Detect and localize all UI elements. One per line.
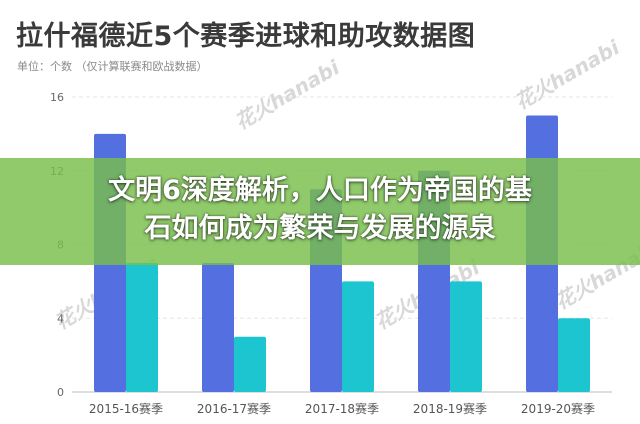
x-tick-label: 2017-18赛季	[305, 401, 379, 416]
headline-line-1: 文明6深度解析，人口作为帝国的基	[108, 175, 532, 206]
bar-series-2-4	[558, 318, 590, 392]
headline-line-2: 石如何成为繁荣与发展的源泉	[144, 213, 496, 244]
bar-series-2-1	[234, 336, 266, 392]
y-tick-label: 16	[50, 91, 64, 104]
headline-banner	[0, 158, 640, 265]
bar-series-2-2	[342, 281, 374, 392]
y-tick-label: 0	[57, 386, 64, 399]
x-axis-ticks: 2015-16赛季 2016-17赛季 2017-18赛季 2018-19赛季 2019…	[89, 401, 595, 416]
chart-title: 拉什福德近5个赛季进球和助攻数据图	[16, 21, 476, 52]
x-tick-label: 2018-19赛季	[413, 401, 487, 416]
y-tick-label: 4	[57, 312, 64, 325]
x-tick-label: 2016-17赛季	[197, 401, 271, 416]
bar-series-2-0	[126, 262, 158, 392]
bar-series-2-3	[450, 281, 482, 392]
x-tick-label: 2015-16赛季	[89, 401, 163, 416]
chart-subtitle: 单位：个数 （仅计算联赛和欧战数据）	[17, 60, 208, 73]
headline-text: 文明6深度解析，人口作为帝国的基 石如何成为繁荣与发展的源泉	[0, 172, 640, 248]
bar-series-1-1	[202, 262, 234, 392]
watermark-text: 花火hanabi	[511, 35, 625, 115]
watermark-text: 花火hanabi	[231, 55, 345, 135]
x-tick-label: 2019-20赛季	[521, 401, 595, 416]
